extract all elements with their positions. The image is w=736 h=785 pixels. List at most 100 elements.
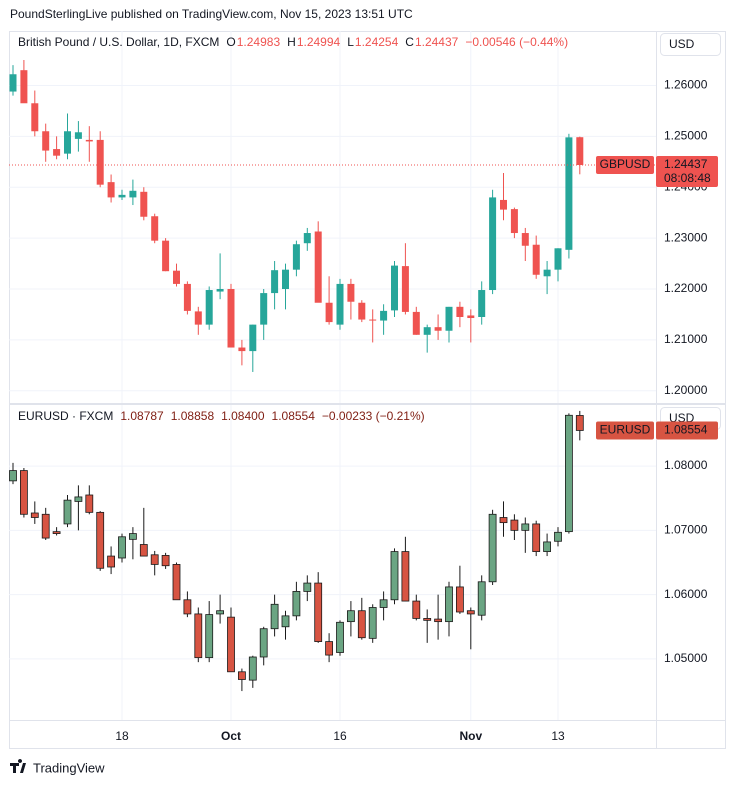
candle-body: [554, 531, 562, 542]
y-tick-label: 1.25000: [664, 129, 708, 143]
candle-body: [183, 599, 192, 615]
candle-body: [336, 283, 344, 325]
candle-body: [249, 324, 257, 352]
candle-body: [368, 607, 377, 639]
currency-label[interactable]: USD: [669, 37, 695, 51]
candle-body: [543, 541, 551, 552]
pane-legend: British Pound / U.S. Dollar, 1D, FXCM O1.…: [18, 35, 568, 49]
y-tick-label: 1.05000: [664, 651, 708, 665]
candle-body: [172, 564, 181, 601]
candle-body: [303, 233, 311, 244]
candle-body: [575, 415, 584, 431]
ohlc-value: 1.24994: [297, 35, 341, 49]
candle-body: [9, 470, 17, 482]
currency-button[interactable]: [660, 33, 721, 56]
candle-body: [194, 311, 202, 325]
candles: [9, 410, 584, 692]
candle-body: [478, 290, 486, 317]
symbol-tag: [596, 155, 654, 174]
candle-body: [336, 621, 344, 653]
candle-body: [151, 216, 159, 241]
price-tag-label: 1.24437: [664, 157, 708, 171]
candle-body: [248, 656, 257, 681]
candle-body: [347, 283, 355, 302]
candle-body: [42, 131, 50, 151]
candle-body: [346, 610, 355, 623]
candle-body: [532, 523, 541, 552]
ohlc-prefix: C: [405, 35, 414, 49]
candle-body: [489, 197, 497, 291]
candle-body: [20, 70, 28, 104]
candle-body: [390, 551, 399, 601]
candle-body: [238, 347, 246, 352]
publish-header: PoundSterlingLive published on TradingVi…: [10, 7, 413, 21]
change: −0.00233 (−0.21%): [322, 409, 425, 423]
candle-body: [466, 610, 475, 615]
candle-body: [445, 306, 453, 331]
candle-body: [96, 511, 105, 569]
ohlc-value: 1.24983: [237, 35, 281, 49]
candle-body: [259, 628, 268, 658]
candle-body: [129, 190, 137, 198]
candle-body: [118, 194, 126, 198]
symbol-tag-label: GBPUSD: [600, 157, 651, 171]
candle-body: [456, 306, 464, 317]
candle-body: [107, 182, 115, 198]
candle-body: [521, 233, 529, 246]
candle-body: [391, 265, 398, 311]
candle-body: [434, 327, 442, 331]
ohlc-prefix: O: [226, 35, 235, 49]
x-tick-label: Oct: [221, 729, 241, 743]
candle-body: [325, 302, 333, 323]
price-tag: [656, 421, 718, 440]
candle-body: [282, 269, 289, 290]
candle-body: [237, 671, 246, 680]
candle-body: [9, 74, 17, 92]
candle-body: [128, 533, 137, 540]
x-tick-label: Nov: [459, 729, 482, 743]
candle-body: [74, 132, 82, 139]
candle-body: [379, 599, 388, 608]
x-tick-label: 18: [115, 729, 129, 743]
y-tick-label: 1.21000: [664, 332, 708, 346]
ohlc-prefix: L: [347, 35, 354, 49]
candle-body: [521, 523, 530, 531]
candle-body: [314, 231, 322, 303]
candle-body: [423, 327, 431, 335]
candle-body: [271, 270, 279, 294]
y-tick-label: 1.26000: [664, 78, 708, 92]
chart-frame: [9, 31, 726, 749]
candle-body: [532, 244, 540, 275]
candle-body: [227, 616, 235, 673]
candle-body: [270, 603, 279, 630]
candle-body: [325, 641, 334, 656]
ohlc-value: 1.24254: [355, 35, 399, 49]
candle-body: [205, 614, 214, 659]
symbol-title: British Pound / U.S. Dollar, 1D, FXCM: [18, 35, 219, 49]
countdown-label: 08:08:48: [664, 171, 711, 185]
symbol-tag-label: EURUSD: [600, 423, 651, 437]
y-tick-label: 1.22000: [664, 281, 708, 295]
candle-body: [292, 591, 301, 617]
candle-body: [107, 555, 115, 568]
y-tick-label: 1.06000: [664, 587, 708, 601]
candle-body: [369, 319, 377, 321]
candle-body: [31, 103, 39, 132]
candle-body: [205, 290, 213, 325]
change: −0.00546 (−0.44%): [465, 35, 568, 49]
candle-body: [216, 610, 225, 615]
ohlc-value: 1.08400: [221, 409, 265, 423]
candle-body: [423, 618, 432, 621]
price-tag-label: 1.08554: [664, 423, 708, 437]
candle-body: [380, 310, 388, 321]
candle-body: [85, 494, 94, 513]
candle-body: [19, 470, 28, 515]
candle-body: [150, 554, 159, 565]
candle-body: [292, 244, 300, 270]
candles: [9, 60, 584, 372]
candle-body: [194, 613, 203, 659]
candle-body: [85, 139, 93, 142]
candle-body: [401, 551, 410, 602]
candle-body: [357, 610, 366, 639]
candle-body: [139, 544, 148, 557]
